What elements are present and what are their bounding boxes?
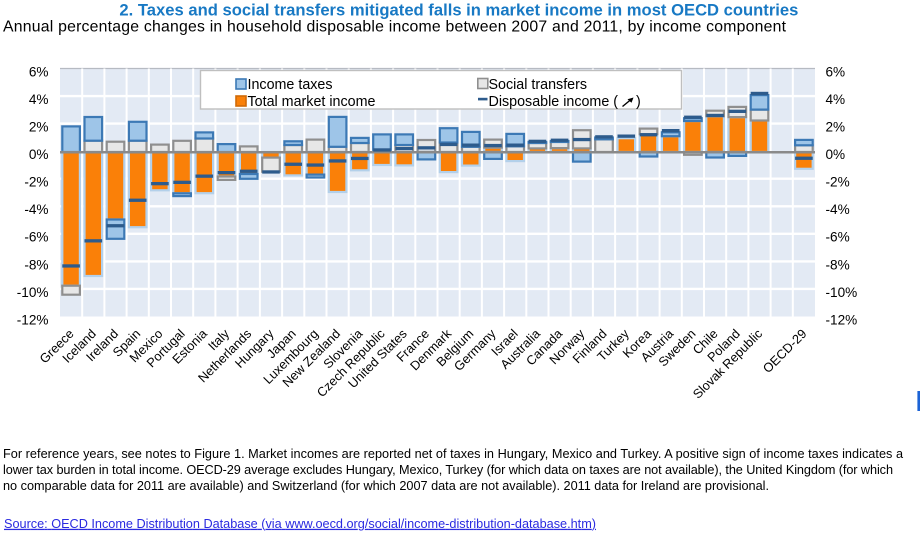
svg-text:-4%: -4% bbox=[24, 202, 48, 217]
svg-text:For reference years, see notes: For reference years, see notes to Figure… bbox=[3, 447, 904, 461]
svg-text:lower tax burden in total inco: lower tax burden in total income. OECD-2… bbox=[3, 463, 893, 477]
svg-text:2%: 2% bbox=[29, 120, 49, 135]
svg-text:2%: 2% bbox=[826, 120, 846, 135]
svg-text:Disposable income (: Disposable income ( bbox=[489, 94, 619, 110]
svg-text:0%: 0% bbox=[826, 147, 846, 162]
svg-text:6%: 6% bbox=[826, 64, 846, 79]
svg-text:-8%: -8% bbox=[826, 257, 850, 272]
svg-text:-10%: -10% bbox=[17, 285, 49, 300]
svg-text:2. Taxes and social transfers: 2. Taxes and social transfers mitigated … bbox=[119, 0, 798, 19]
svg-text:no comparable data for 2011 ar: no comparable data for 2011 are availabl… bbox=[3, 479, 769, 493]
svg-text:4%: 4% bbox=[29, 92, 49, 107]
svg-text:Total market income: Total market income bbox=[248, 94, 376, 110]
svg-text:Income taxes: Income taxes bbox=[248, 77, 333, 93]
svg-text:-6%: -6% bbox=[24, 230, 48, 245]
svg-text:-2%: -2% bbox=[826, 175, 850, 190]
svg-text:-12%: -12% bbox=[826, 312, 858, 327]
svg-text:Social transfers: Social transfers bbox=[489, 77, 588, 93]
svg-text:-2%: -2% bbox=[24, 175, 48, 190]
svg-text:Source: OECD Income Distributi: Source: OECD Income Distribution Databas… bbox=[4, 517, 596, 531]
svg-text:Annual percentage changes in h: Annual percentage changes in household d… bbox=[3, 18, 787, 35]
svg-text:-6%: -6% bbox=[826, 230, 850, 245]
svg-text:6%: 6% bbox=[29, 64, 49, 79]
svg-text:-12%: -12% bbox=[17, 312, 49, 327]
svg-text:-8%: -8% bbox=[24, 257, 48, 272]
svg-text:): ) bbox=[636, 94, 641, 110]
svg-text:-4%: -4% bbox=[826, 202, 850, 217]
svg-text:4%: 4% bbox=[826, 92, 846, 107]
svg-text:-10%: -10% bbox=[826, 285, 858, 300]
svg-text:0%: 0% bbox=[29, 147, 49, 162]
